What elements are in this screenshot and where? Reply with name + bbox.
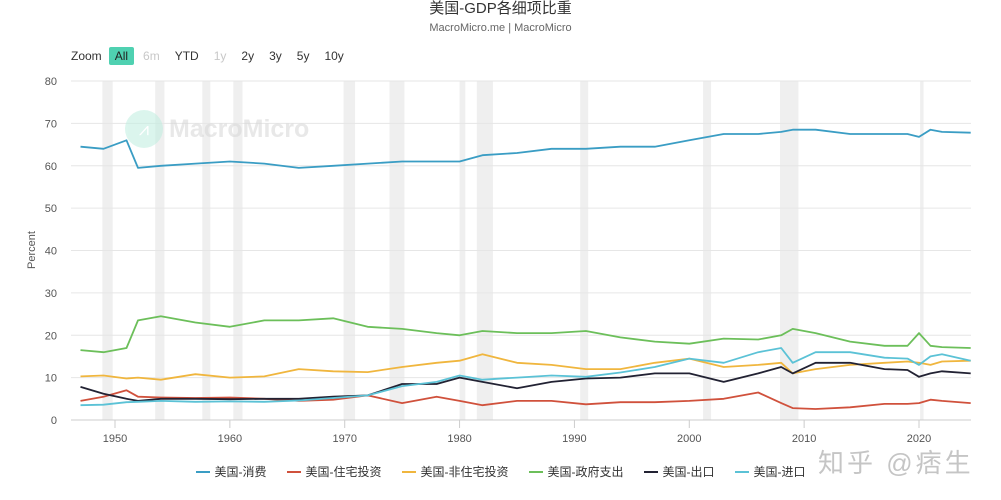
y-tick-label: 40 xyxy=(45,246,57,258)
legend-label: 美国-非住宅投资 xyxy=(420,465,509,479)
zoom-range-selector: Zoom All 6m YTD 1y 2y 3y 5y 10y xyxy=(71,47,353,65)
chart-subtitle: MacroMicro.me | MacroMicro xyxy=(429,22,572,34)
zoom-button-ytd[interactable]: YTD xyxy=(174,49,199,63)
zhihu-watermark: 知乎 @痞生 xyxy=(818,448,974,478)
legend-item-residential[interactable]: 美国-住宅投资 xyxy=(286,463,382,480)
legend-swatch-icon xyxy=(734,470,749,473)
zoom-button-6m[interactable]: 6m xyxy=(143,49,160,63)
y-tick-label: 30 xyxy=(45,288,57,300)
legend-swatch-icon xyxy=(401,470,416,473)
zoom-button-5y[interactable]: 5y xyxy=(296,49,310,63)
legend-label: 美国-消费 xyxy=(214,465,267,479)
x-tick-label: 2020 xyxy=(907,433,931,445)
zoom-button-3y[interactable]: 3y xyxy=(269,49,282,63)
y-tick-label: 50 xyxy=(45,203,57,215)
legend-swatch-icon xyxy=(643,470,658,473)
y-tick-label: 0 xyxy=(51,415,57,427)
zoom-button-10y[interactable]: 10y xyxy=(324,49,344,63)
legend-item-consumption[interactable]: 美国-消费 xyxy=(195,463,267,480)
legend-swatch-icon xyxy=(528,470,543,473)
y-tick-label: 70 xyxy=(45,118,57,130)
x-tick-label: 1990 xyxy=(562,433,586,445)
legend-item-exports[interactable]: 美国-出口 xyxy=(643,463,715,480)
legend-swatch-icon xyxy=(195,470,210,473)
zoom-label: Zoom xyxy=(71,49,102,63)
series-line-government xyxy=(80,315,971,354)
macromicro-watermark: ⩘ MacroMicro xyxy=(125,110,309,148)
legend-swatch-icon xyxy=(286,470,301,473)
series-line-nonresidential xyxy=(80,353,971,381)
y-tick-label: 10 xyxy=(45,373,57,385)
series-line-consumption xyxy=(80,128,971,169)
x-tick-label: 1950 xyxy=(103,433,127,445)
y-axis-label: Percent xyxy=(26,231,38,269)
zoom-button-1y[interactable]: 1y xyxy=(213,49,227,63)
legend-label: 美国-出口 xyxy=(662,465,715,479)
chart-legend: 美国-消费 美国-住宅投资 美国-非住宅投资 美国-政府支出 美国-出口 美国-进口 xyxy=(0,463,1001,480)
y-tick-label: 60 xyxy=(45,161,57,173)
x-tick-label: 1960 xyxy=(218,433,242,445)
legend-label: 美国-进口 xyxy=(753,465,806,479)
series-line-imports xyxy=(80,347,971,407)
series-line-exports xyxy=(80,361,971,402)
legend-item-imports[interactable]: 美国-进口 xyxy=(734,463,806,480)
x-axis-ticks: 1950 1960 1970 1980 1990 2000 2010 2020 xyxy=(71,419,971,445)
legend-item-nonresidential[interactable]: 美国-非住宅投资 xyxy=(401,463,509,480)
legend-item-government[interactable]: 美国-政府支出 xyxy=(528,463,624,480)
x-tick-label: 2000 xyxy=(677,433,701,445)
legend-label: 美国-住宅投资 xyxy=(305,465,382,479)
x-tick-label: 1970 xyxy=(332,433,356,445)
macromicro-logo-icon: ⩘ xyxy=(125,110,163,148)
series-line-residential xyxy=(80,389,971,410)
x-tick-label: 1980 xyxy=(447,433,471,445)
data-lines xyxy=(80,128,971,410)
y-axis-ticks: 0 10 20 30 40 50 60 70 80 xyxy=(45,76,57,427)
chart-title: 美国-GDP各细项比重 xyxy=(429,0,572,17)
x-tick-label: 2010 xyxy=(792,433,816,445)
zoom-button-2y[interactable]: 2y xyxy=(241,49,255,63)
zoom-button-all[interactable]: All xyxy=(108,47,135,65)
y-tick-label: 20 xyxy=(45,330,57,342)
y-tick-label: 80 xyxy=(45,76,57,88)
legend-label: 美国-政府支出 xyxy=(547,465,624,479)
